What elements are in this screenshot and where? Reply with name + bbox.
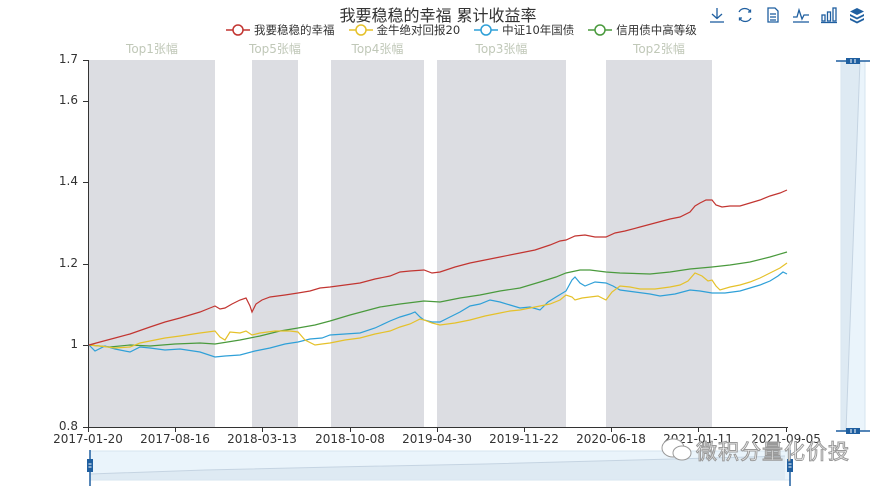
- band-label-top4: Top4张幅: [351, 42, 404, 56]
- legend-item-jinniu[interactable]: 金牛绝对回报20: [348, 22, 461, 38]
- stack-icon[interactable]: [848, 6, 866, 24]
- legend-label: 金牛绝对回报20: [376, 23, 461, 37]
- legend-marker-icon: [588, 24, 613, 36]
- slider-handle-right[interactable]: [787, 450, 793, 486]
- y-tick-label: 1.6: [58, 93, 78, 107]
- slider-handle-left[interactable]: [87, 450, 93, 486]
- legend-label: 中证10年国债: [502, 23, 575, 37]
- series-line-guozhai[interactable]: [88, 271, 788, 358]
- band-label-top3: Top3张幅: [475, 42, 528, 56]
- legend: 我要稳稳的幸福 金牛绝对回报20 中证10年国债 信用债中高等级: [226, 22, 697, 38]
- y-zoom-slider[interactable]: [836, 56, 870, 436]
- x-tick-label: 2018-03-13: [227, 432, 297, 446]
- band-label-top1: Top1张幅: [126, 42, 178, 56]
- x-tick-label: 2020-06-18: [576, 432, 646, 446]
- legend-marker-icon: [348, 24, 373, 36]
- band-label-top2: Top2张幅: [633, 42, 685, 56]
- legend-item-guozhai[interactable]: 中证10年国债: [474, 22, 574, 38]
- y-tick-label: 1: [70, 337, 78, 351]
- toolbox: [708, 6, 866, 24]
- series-line-xingfu[interactable]: [88, 189, 788, 346]
- legend-label: 信用债中高等级: [616, 23, 697, 37]
- series-line-xinyongzhai[interactable]: [88, 251, 788, 348]
- legend-label: 我要稳稳的幸福: [254, 23, 335, 37]
- y-tick-label: 1.7: [58, 52, 78, 66]
- series-line-jinniu[interactable]: [88, 262, 788, 349]
- band-label-top5: Top5张幅: [249, 42, 301, 56]
- chart-title: 我要稳稳的幸福 累计收益率: [339, 6, 537, 25]
- download-icon[interactable]: [708, 6, 726, 24]
- slider-handle-top[interactable]: [836, 58, 870, 64]
- x-tick-label: 2019-04-30: [402, 432, 472, 446]
- x-tick-label: 2017-01-20: [53, 432, 123, 446]
- legend-marker-icon: [474, 24, 499, 36]
- y-tick-label: 1.4: [58, 174, 78, 188]
- refresh-icon[interactable]: [736, 6, 754, 24]
- line-chart-icon[interactable]: [792, 6, 810, 24]
- legend-marker-icon: [226, 24, 250, 36]
- wechat-icon: [661, 438, 692, 461]
- x-tick-label: 2021-09-05: [751, 432, 821, 446]
- legend-item-xinyongzhai[interactable]: 信用债中高等级: [588, 22, 697, 38]
- legend-item-xingfu[interactable]: 我要稳稳的幸福: [226, 22, 335, 38]
- x-tick-label: 2018-10-08: [315, 432, 385, 446]
- y-tick-label: 0.8: [58, 419, 78, 433]
- highlight-bands: [89, 60, 712, 427]
- y-tick-label: 1.2: [58, 256, 78, 270]
- slider-handle-bottom[interactable]: [836, 428, 870, 434]
- watermark: 微积分量化价投: [696, 440, 850, 465]
- data-view-icon[interactable]: [764, 6, 782, 24]
- bar-chart-icon[interactable]: [820, 6, 838, 24]
- x-tick-label: 2017-08-16: [140, 432, 210, 446]
- x-tick-label: 2019-11-22: [489, 432, 559, 446]
- axes: [83, 60, 788, 432]
